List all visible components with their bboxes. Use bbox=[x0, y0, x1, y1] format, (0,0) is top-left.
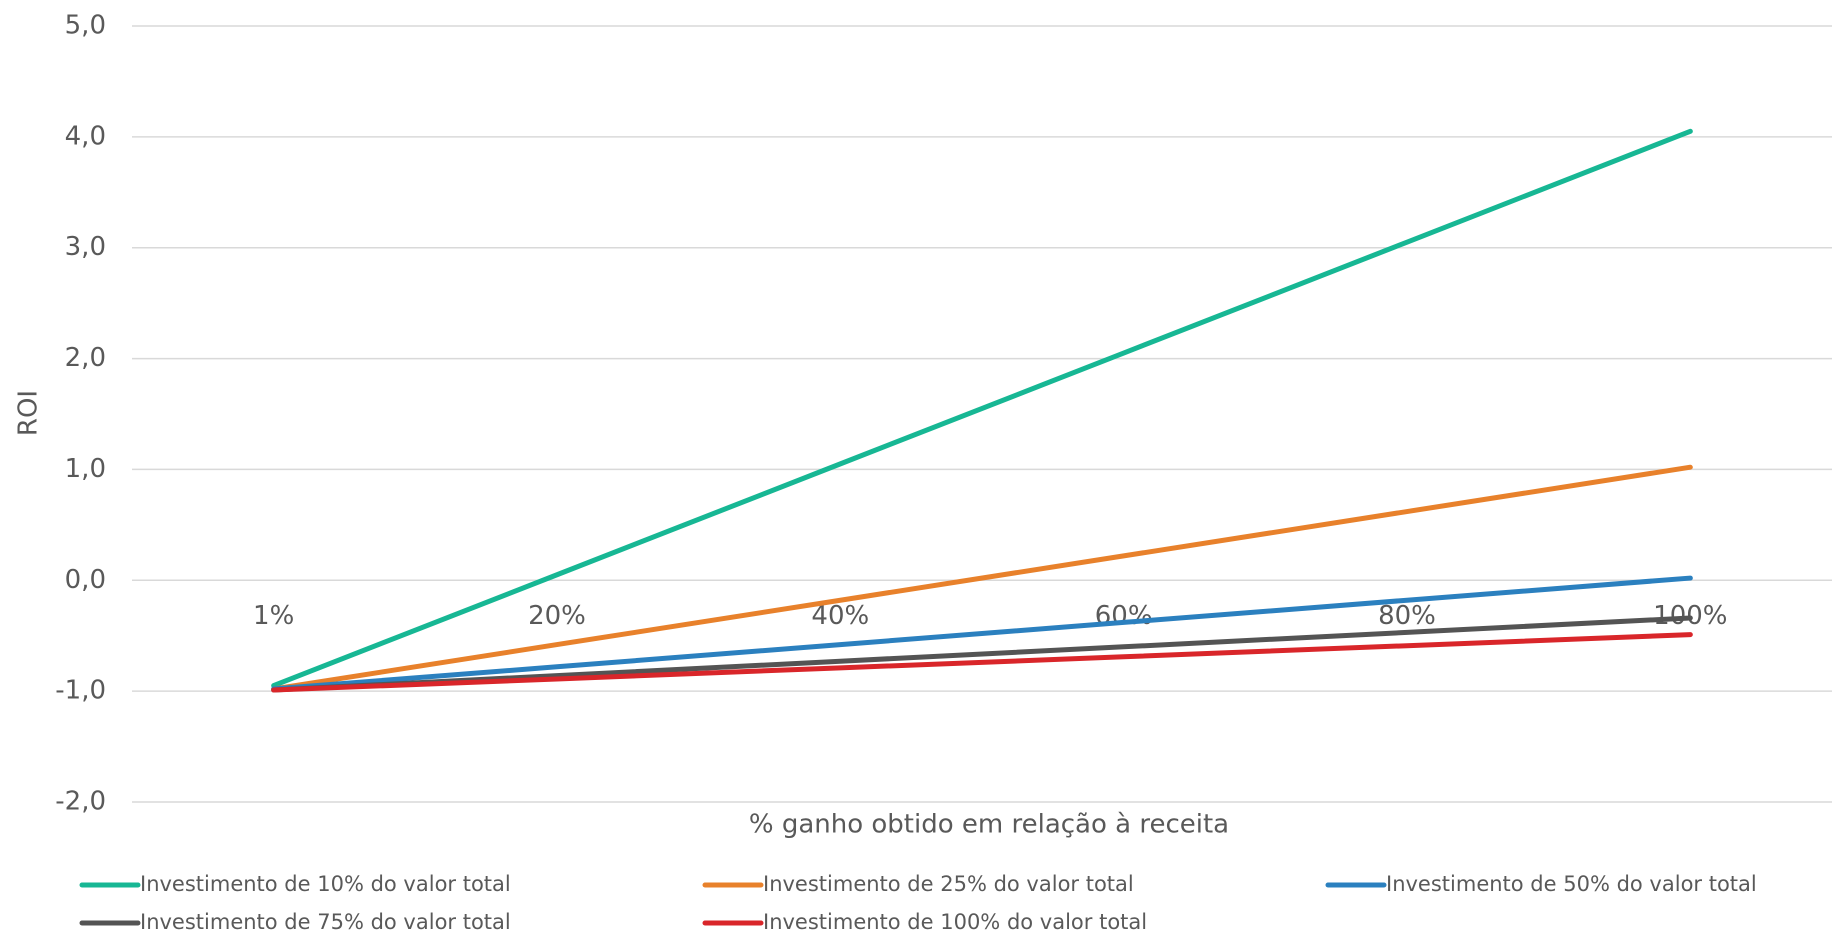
x-tick-label: 20% bbox=[528, 601, 586, 631]
x-tick-label: 80% bbox=[1378, 601, 1436, 631]
x-tick-label: 40% bbox=[811, 601, 869, 631]
y-tick-label: 2,0 bbox=[65, 343, 106, 373]
x-tick-label: 1% bbox=[253, 601, 294, 631]
y-axis-title: ROI bbox=[14, 390, 44, 436]
y-tick-label: 3,0 bbox=[65, 232, 106, 262]
y-tick-label: 5,0 bbox=[65, 11, 106, 41]
series-line bbox=[271, 464, 1693, 692]
y-tick-label: 0,0 bbox=[65, 565, 106, 595]
legend-label: Investimento de 50% do valor total bbox=[1386, 872, 1757, 896]
series-line bbox=[271, 128, 1693, 689]
series-line bbox=[271, 632, 1693, 693]
y-tick-label: 1,0 bbox=[65, 454, 106, 484]
series-line bbox=[271, 575, 1693, 692]
y-tick-label: 4,0 bbox=[65, 121, 106, 151]
x-axis-title: % ganho obtido em relação à receita bbox=[749, 810, 1229, 840]
series-line bbox=[271, 615, 1693, 693]
legend-label: Investimento de 75% do valor total bbox=[140, 910, 511, 934]
legend-label: Investimento de 25% do valor total bbox=[763, 872, 1134, 896]
legend-label: Investimento de 10% do valor total bbox=[140, 872, 511, 896]
y-tick-label: -2,0 bbox=[55, 787, 106, 817]
legend-label: Investimento de 100% do valor total bbox=[763, 910, 1147, 934]
y-tick-label: -1,0 bbox=[55, 676, 106, 706]
